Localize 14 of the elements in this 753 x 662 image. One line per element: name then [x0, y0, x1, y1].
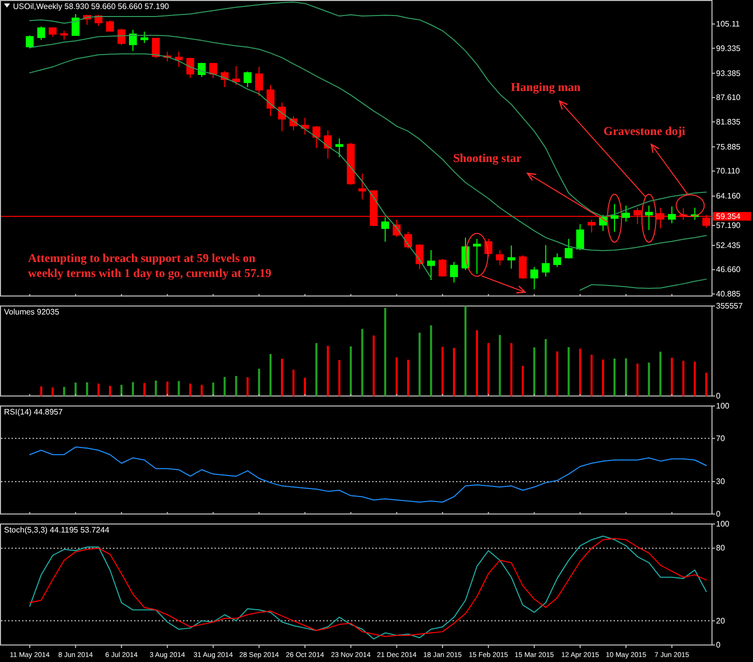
- y-tick-label: 0: [716, 392, 721, 400]
- y-tick-label: 355557: [716, 302, 744, 310]
- y-tick-label: 0: [716, 510, 721, 518]
- chart-title: Volumes 92035: [4, 308, 60, 316]
- y-tick-label: 70: [716, 434, 726, 443]
- y-tick-label: 20: [716, 616, 726, 626]
- y-tick-label: 80: [716, 544, 726, 553]
- y-tick-label: 0: [716, 640, 721, 650]
- y-tick-label: 40.885: [716, 289, 742, 298]
- y-tick-label: 30: [716, 477, 726, 486]
- chart-title: Stoch(5,3,3) 44.1195 53.7244: [4, 526, 110, 534]
- y-tick-label: 100: [716, 520, 730, 528]
- y-tick-label: 100: [716, 402, 730, 410]
- chart-title: RSI(14) 44.8957: [4, 408, 64, 416]
